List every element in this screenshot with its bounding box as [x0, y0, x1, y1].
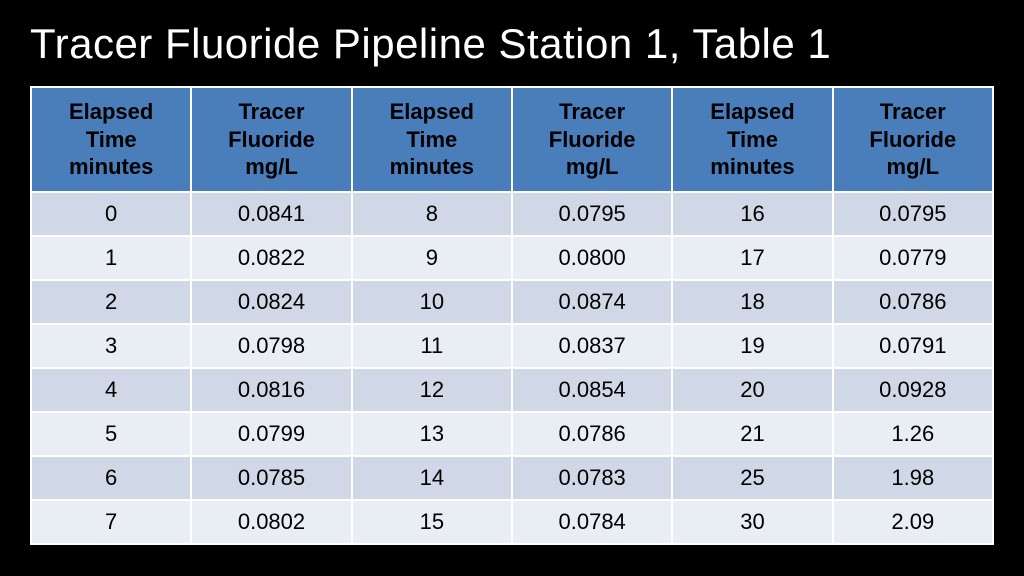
- column-header: TracerFluoridemg/L: [834, 88, 992, 191]
- table-cell: 16: [673, 193, 831, 235]
- table-body: 00.084180.0795160.079510.082290.0800170.…: [32, 193, 992, 543]
- table-cell: 25: [673, 457, 831, 499]
- table-cell: 0.0928: [834, 369, 992, 411]
- table-header-row: ElapsedTimeminutesTracerFluoridemg/LElap…: [32, 88, 992, 191]
- column-header: ElapsedTimeminutes: [673, 88, 831, 191]
- table-cell: 15: [353, 501, 511, 543]
- table-cell: 1.26: [834, 413, 992, 455]
- table-cell: 8: [353, 193, 511, 235]
- table-row: 70.0802150.0784302.09: [32, 501, 992, 543]
- table-cell: 12: [353, 369, 511, 411]
- table-cell: 0.0841: [192, 193, 350, 235]
- table-cell: 0.0837: [513, 325, 671, 367]
- table-cell: 4: [32, 369, 190, 411]
- table-cell: 13: [353, 413, 511, 455]
- table-cell: 6: [32, 457, 190, 499]
- table-cell: 0.0779: [834, 237, 992, 279]
- page-title: Tracer Fluoride Pipeline Station 1, Tabl…: [30, 20, 994, 68]
- table-cell: 0.0786: [834, 281, 992, 323]
- table-cell: 0.0783: [513, 457, 671, 499]
- column-header: ElapsedTimeminutes: [353, 88, 511, 191]
- table-cell: 0.0874: [513, 281, 671, 323]
- table-cell: 0.0784: [513, 501, 671, 543]
- table-cell: 9: [353, 237, 511, 279]
- table-cell: 0.0816: [192, 369, 350, 411]
- column-header: TracerFluoridemg/L: [513, 88, 671, 191]
- table-cell: 10: [353, 281, 511, 323]
- table-cell: 0.0799: [192, 413, 350, 455]
- table-cell: 5: [32, 413, 190, 455]
- table-cell: 19: [673, 325, 831, 367]
- table-cell: 30: [673, 501, 831, 543]
- table-cell: 1.98: [834, 457, 992, 499]
- table-row: 30.0798110.0837190.0791: [32, 325, 992, 367]
- table-cell: 0.0795: [834, 193, 992, 235]
- table-cell: 1: [32, 237, 190, 279]
- table-row: 40.0816120.0854200.0928: [32, 369, 992, 411]
- data-table: ElapsedTimeminutesTracerFluoridemg/LElap…: [30, 86, 994, 545]
- table-cell: 2.09: [834, 501, 992, 543]
- table-cell: 0.0795: [513, 193, 671, 235]
- table-cell: 21: [673, 413, 831, 455]
- slide: Tracer Fluoride Pipeline Station 1, Tabl…: [0, 0, 1024, 576]
- table-header: ElapsedTimeminutesTracerFluoridemg/LElap…: [32, 88, 992, 191]
- table-cell: 18: [673, 281, 831, 323]
- table-cell: 11: [353, 325, 511, 367]
- table-row: 50.0799130.0786211.26: [32, 413, 992, 455]
- table-cell: 0: [32, 193, 190, 235]
- table-cell: 0.0854: [513, 369, 671, 411]
- table-cell: 20: [673, 369, 831, 411]
- table-cell: 0.0785: [192, 457, 350, 499]
- table-row: 60.0785140.0783251.98: [32, 457, 992, 499]
- column-header: ElapsedTimeminutes: [32, 88, 190, 191]
- table-cell: 17: [673, 237, 831, 279]
- table-cell: 14: [353, 457, 511, 499]
- table-cell: 0.0800: [513, 237, 671, 279]
- table-row: 20.0824100.0874180.0786: [32, 281, 992, 323]
- table-cell: 0.0822: [192, 237, 350, 279]
- table-row: 00.084180.0795160.0795: [32, 193, 992, 235]
- table-cell: 0.0824: [192, 281, 350, 323]
- table-row: 10.082290.0800170.0779: [32, 237, 992, 279]
- table-cell: 3: [32, 325, 190, 367]
- table-cell: 0.0798: [192, 325, 350, 367]
- table-cell: 2: [32, 281, 190, 323]
- table-cell: 0.0802: [192, 501, 350, 543]
- column-header: TracerFluoridemg/L: [192, 88, 350, 191]
- table-cell: 0.0791: [834, 325, 992, 367]
- table-cell: 0.0786: [513, 413, 671, 455]
- table-cell: 7: [32, 501, 190, 543]
